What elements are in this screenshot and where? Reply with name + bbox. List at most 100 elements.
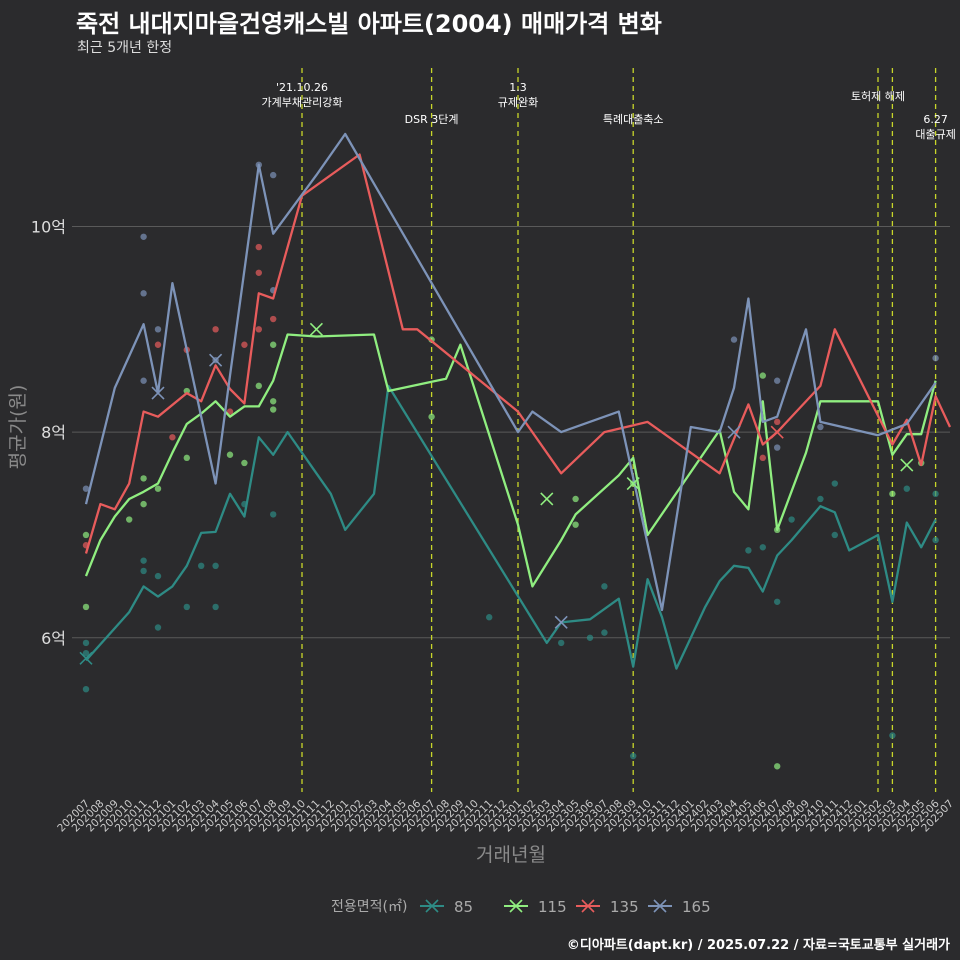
scatter-point-115	[572, 521, 579, 528]
x-marker-115	[309, 322, 323, 336]
scatter-point-115	[428, 413, 435, 420]
scatter-point-165	[774, 377, 781, 384]
scatter-point-85	[140, 557, 147, 564]
scatter-point-85	[601, 629, 608, 636]
legend-title: 전용면적(㎡)	[331, 899, 407, 915]
event-label: 가계부채관리강화	[262, 96, 343, 109]
scatter-point-85	[745, 547, 752, 554]
credit-text: ©디아파트(dapt.kr) / 2025.07.22 / 자료=국토교통부 실…	[566, 938, 950, 953]
scatter-point-85	[601, 583, 608, 590]
scatter-point-85	[630, 752, 637, 760]
scatter-point-135	[154, 341, 162, 348]
scatter-point-85	[198, 562, 205, 570]
y-axis-title: 평균가(원)	[7, 385, 29, 470]
scatter-point-115	[140, 500, 147, 508]
scatter-point-165	[154, 326, 162, 333]
scatter-point-85	[82, 649, 90, 657]
scatter-point-85	[82, 639, 90, 647]
x-marker-85	[79, 651, 93, 665]
event-label: 1.3	[509, 81, 527, 94]
legend-swatch-marker	[581, 899, 595, 913]
event-label: '21.10.26	[276, 81, 328, 94]
scatter-point-115	[759, 372, 766, 379]
scatter-point-85	[831, 480, 838, 487]
scatter-point-115	[241, 459, 248, 467]
event-label: 토허제 해제	[851, 89, 905, 103]
scatter-point-115	[572, 495, 579, 503]
scatter-point-115	[889, 490, 896, 498]
scatter-point-135	[255, 269, 262, 276]
scatter-point-85	[831, 531, 838, 539]
scatter-point-85	[140, 567, 147, 575]
x-marker-165	[554, 615, 568, 629]
legend-swatch-marker	[425, 899, 439, 913]
scatter-point-115	[774, 763, 781, 770]
scatter-point-85	[759, 544, 766, 551]
x-marker-165	[209, 353, 223, 367]
scatter-point-85	[154, 572, 162, 580]
y-tick-label: 8억	[41, 423, 66, 442]
x-marker-135	[770, 425, 784, 439]
scatter-point-115	[270, 341, 277, 348]
legend-label-135: 135	[610, 898, 639, 916]
scatter-point-115	[154, 485, 162, 492]
series-line-165	[84, 132, 937, 612]
scatter-point-165	[82, 485, 90, 492]
scatter-point-115	[270, 406, 277, 413]
scatter-point-85	[212, 603, 219, 611]
event-label: DSR 3단계	[405, 113, 459, 126]
scatter-point-165	[817, 423, 824, 431]
series-line-85	[85, 384, 937, 670]
x-axis-title: 거래년월	[476, 844, 546, 866]
scatter-point-135	[759, 454, 766, 462]
scatter-point-85	[903, 485, 910, 492]
event-label: 대출규제	[915, 128, 955, 141]
scatter-point-115	[126, 516, 133, 523]
legend-swatch-marker	[509, 899, 523, 913]
scatter-point-135	[241, 341, 248, 348]
x-marker-115	[900, 458, 914, 472]
x-marker-115	[626, 476, 640, 491]
scatter-point-85	[558, 639, 565, 647]
scatter-point-165	[270, 171, 277, 179]
scatter-point-85	[82, 685, 90, 693]
scatter-point-135	[774, 418, 781, 426]
scatter-point-115	[183, 387, 190, 395]
scatter-point-165	[140, 233, 147, 240]
scatter-point-165	[774, 444, 781, 451]
chart-title: 죽전 내대지마을건영캐스빌 아파트(2004) 매매가격 변화	[76, 10, 662, 38]
event-label: 6.27	[923, 113, 948, 126]
scatter-point-135	[255, 326, 262, 333]
scatter-point-85	[889, 732, 896, 739]
scatter-point-85	[774, 598, 781, 605]
scatter-point-85	[817, 495, 824, 503]
scatter-point-135	[212, 326, 219, 333]
scatter-point-85	[932, 490, 939, 498]
scatter-point-85	[270, 511, 277, 518]
scatter-point-115	[255, 382, 262, 390]
legend-label-85: 85	[454, 898, 473, 916]
scatter-point-135	[270, 315, 277, 323]
y-tick-label: 6억	[41, 629, 66, 648]
series-line-135	[84, 153, 952, 554]
legend-label-115: 115	[538, 898, 567, 916]
scatter-point-85	[586, 634, 594, 641]
scatter-point-115	[270, 398, 277, 405]
x-marker-115	[540, 492, 554, 506]
scatter-point-85	[212, 562, 219, 570]
scatter-point-165	[730, 336, 738, 343]
legend-label-165: 165	[682, 898, 711, 916]
event-label: 특례대출축소	[603, 113, 664, 126]
scatter-point-115	[82, 531, 90, 539]
scatter-point-165	[140, 290, 147, 297]
x-marker-165	[727, 425, 741, 439]
series-line-115	[84, 333, 937, 588]
scatter-point-85	[932, 536, 939, 544]
scatter-point-115	[82, 603, 90, 611]
event-label: 규제완화	[498, 96, 538, 109]
scatter-point-135	[226, 408, 234, 415]
x-marker-165	[151, 386, 165, 400]
scatter-point-165	[932, 354, 939, 362]
scatter-point-135	[169, 434, 176, 441]
